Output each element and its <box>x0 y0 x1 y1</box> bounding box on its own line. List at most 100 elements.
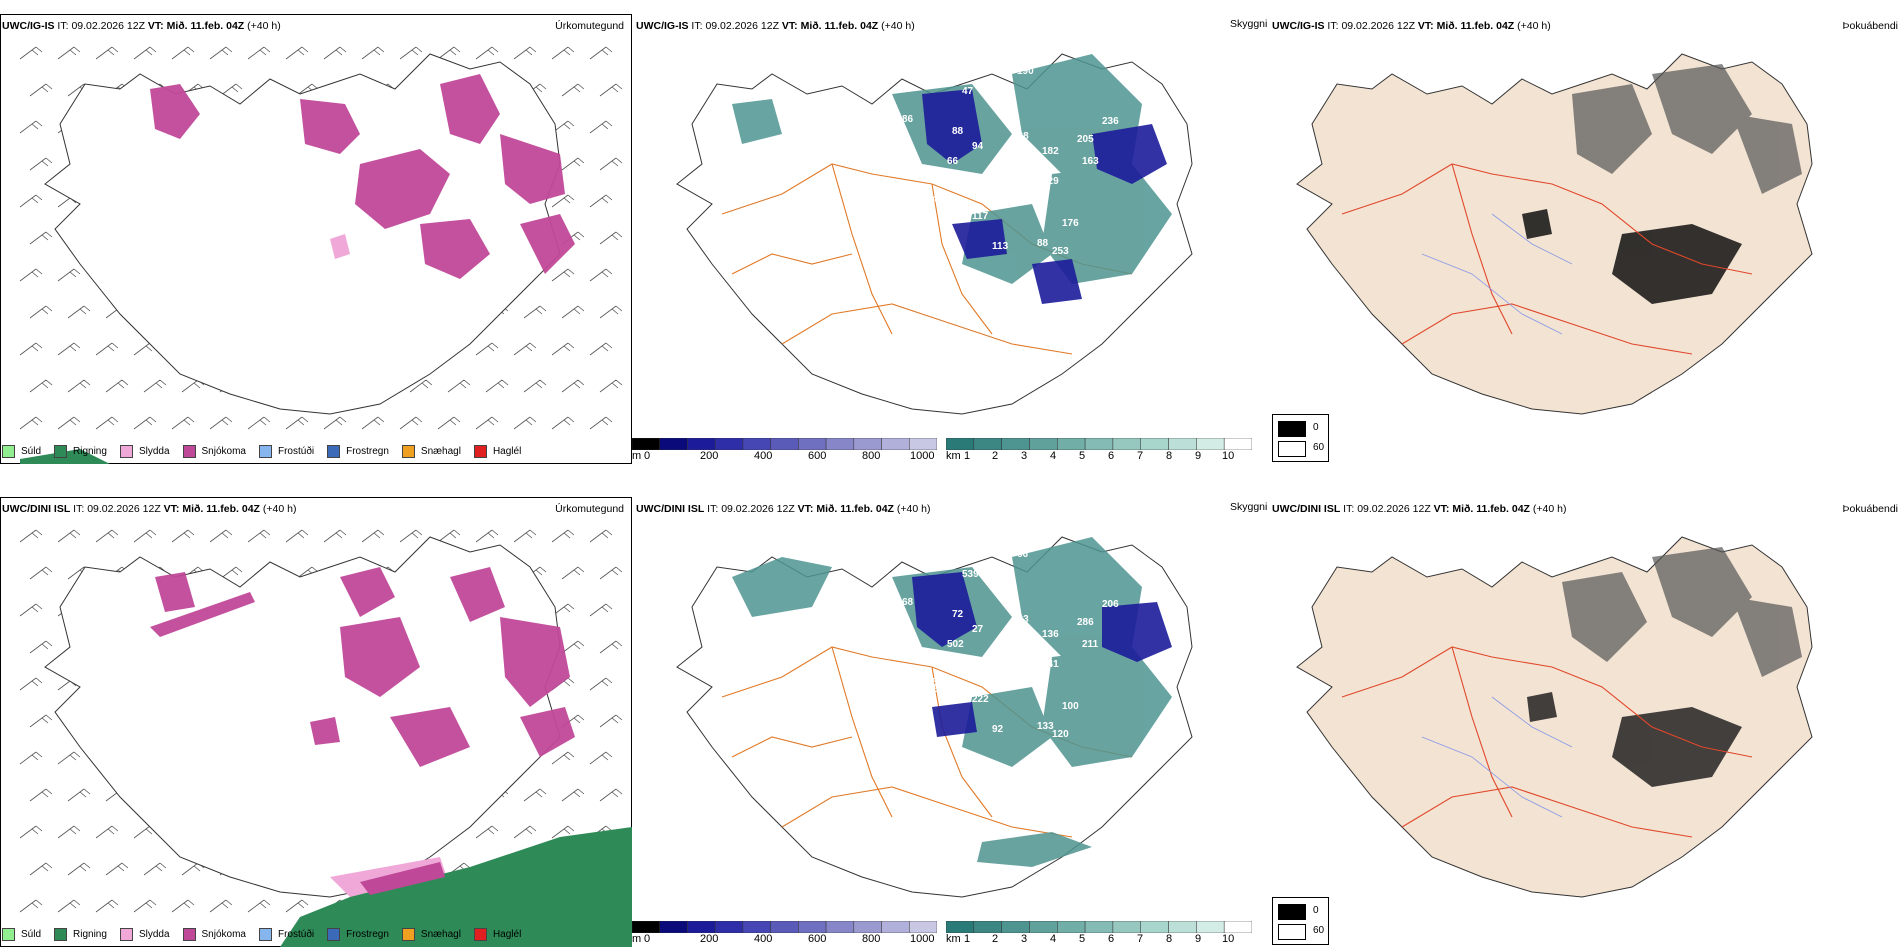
wind-barb <box>361 46 385 60</box>
colorbar-segment <box>853 438 882 450</box>
wind-barb <box>589 416 613 430</box>
wind-barb <box>143 862 167 876</box>
wind-barb <box>29 714 53 728</box>
wind-barb <box>409 379 433 393</box>
fog-swatch <box>1278 904 1306 920</box>
ceiling-label: 63 <box>1037 176 1049 187</box>
wind-barb <box>95 416 119 430</box>
ceiling-label: 211 <box>1082 639 1099 650</box>
wind-barb <box>513 416 537 430</box>
wind-barb <box>95 46 119 60</box>
colorbar-segment <box>659 921 688 933</box>
fog-map-2 <box>1296 536 1813 898</box>
colorbar-segment <box>825 921 855 933</box>
colorbar-segment <box>1168 921 1197 933</box>
legend-swatch <box>401 927 415 941</box>
wind-barb <box>133 46 157 60</box>
visibility-panel-2: 162 539 66 68 72 27 502 133 136 286 206 141 211 587 14… <box>632 497 1272 947</box>
legend-item: Haglél <box>473 927 521 941</box>
wind-barb <box>551 46 575 60</box>
wind-barb <box>361 416 385 430</box>
wind-barb <box>513 342 537 356</box>
wind-barb <box>95 825 119 839</box>
precip-legend-1: Súld Rigning Slydda Snjókoma Frostúði Fr… <box>2 442 534 460</box>
precip-title-1: Úrkomutegund <box>555 20 624 32</box>
ceiling-label: 68 <box>902 597 914 608</box>
legend-swatch <box>327 444 341 458</box>
legend-swatch <box>473 444 487 458</box>
legend-item: Slydda <box>119 927 170 941</box>
wind-barb <box>57 416 81 430</box>
wind-barb <box>561 157 585 171</box>
wind-barb <box>437 416 461 430</box>
ceiling-label: 133 <box>1037 721 1054 732</box>
ceiling-label: 236 <box>1102 116 1119 127</box>
fog-title-2: Þokuábendi <box>1842 503 1898 515</box>
colorbar-segment <box>909 438 937 450</box>
legend-item: Frostúði <box>258 444 314 458</box>
ceiling-label: 445 <box>932 194 949 205</box>
colorbar-segment <box>946 438 975 450</box>
colorbar-segment <box>1029 921 1058 933</box>
legend-swatch <box>401 444 415 458</box>
colorbar-segment <box>714 921 744 933</box>
wind-barb <box>57 751 81 765</box>
visibility-map-1: 206 47 190 86 88 94 66 168 182 205 236 129 163 445 115… <box>676 53 1193 415</box>
visibility-colorbar-1: km 1 2 3 4 5 6 7 8 9 10 <box>946 438 1252 464</box>
wind-barb <box>551 342 575 356</box>
wind-barb <box>29 788 53 802</box>
ceiling-label: 90 <box>892 206 904 217</box>
wind-barb <box>599 379 623 393</box>
wind-barb <box>561 379 585 393</box>
ceiling-label: 182 <box>1042 146 1059 157</box>
wind-barb <box>19 529 43 543</box>
wind-barb <box>589 268 613 282</box>
ceiling-label: 66 <box>947 156 959 167</box>
wind-barb <box>561 788 585 802</box>
legend-swatch <box>258 444 272 458</box>
wind-barb <box>551 268 575 282</box>
fog-legend-2: 0 60 <box>1272 897 1329 945</box>
wind-barb <box>523 305 547 319</box>
wind-barb <box>561 83 585 97</box>
wind-barb <box>437 46 461 60</box>
legend-item: Snjókoma <box>182 444 246 458</box>
wind-barb <box>561 566 585 580</box>
ceiling-label: 129 <box>1042 176 1059 187</box>
ceiling-label: 253 <box>1052 246 1069 257</box>
precip-header-1: UWC/IG-IS IT: 09.02.2026 12Z VT: Mið. 11… <box>2 20 281 32</box>
ceiling-label: 286 <box>1077 617 1094 628</box>
colorbar-segment <box>973 921 1002 933</box>
ceiling-label: 100 <box>1062 701 1079 712</box>
ceiling-label: 88 <box>1037 238 1049 249</box>
ceiling-label: 120 <box>1052 729 1069 740</box>
wind-barb <box>171 46 195 60</box>
colorbar-segment <box>687 921 716 933</box>
colorbar-segment <box>1057 438 1086 450</box>
legend-item: Haglél <box>473 444 521 458</box>
fog-swatch <box>1278 421 1306 437</box>
legend-item: Súld <box>2 927 41 941</box>
wind-barb <box>551 825 575 839</box>
colorbar-segment <box>973 438 1002 450</box>
ceiling-label: 109 <box>892 689 909 700</box>
wind-barb <box>95 899 119 913</box>
ceiling-label: 27 <box>972 624 984 635</box>
wind-barb <box>323 529 347 543</box>
colorbar-segment <box>881 438 910 450</box>
wind-barb <box>57 268 81 282</box>
wind-barb <box>437 529 461 543</box>
visibility-title-2: Skyggni <box>1230 501 1268 513</box>
colorbar-segment <box>770 921 799 933</box>
wind-barb <box>599 714 623 728</box>
wind-barb <box>561 305 585 319</box>
fog-swatch <box>1278 441 1306 457</box>
ceiling-label: 222 <box>972 694 989 705</box>
wind-barb <box>599 788 623 802</box>
colorbar-segment <box>659 438 688 450</box>
wind-barb <box>209 416 233 430</box>
wind-barb <box>19 751 43 765</box>
wind-barb <box>589 120 613 134</box>
ceiling-label: 168 <box>1012 131 1029 142</box>
colorbar-segment <box>881 921 910 933</box>
